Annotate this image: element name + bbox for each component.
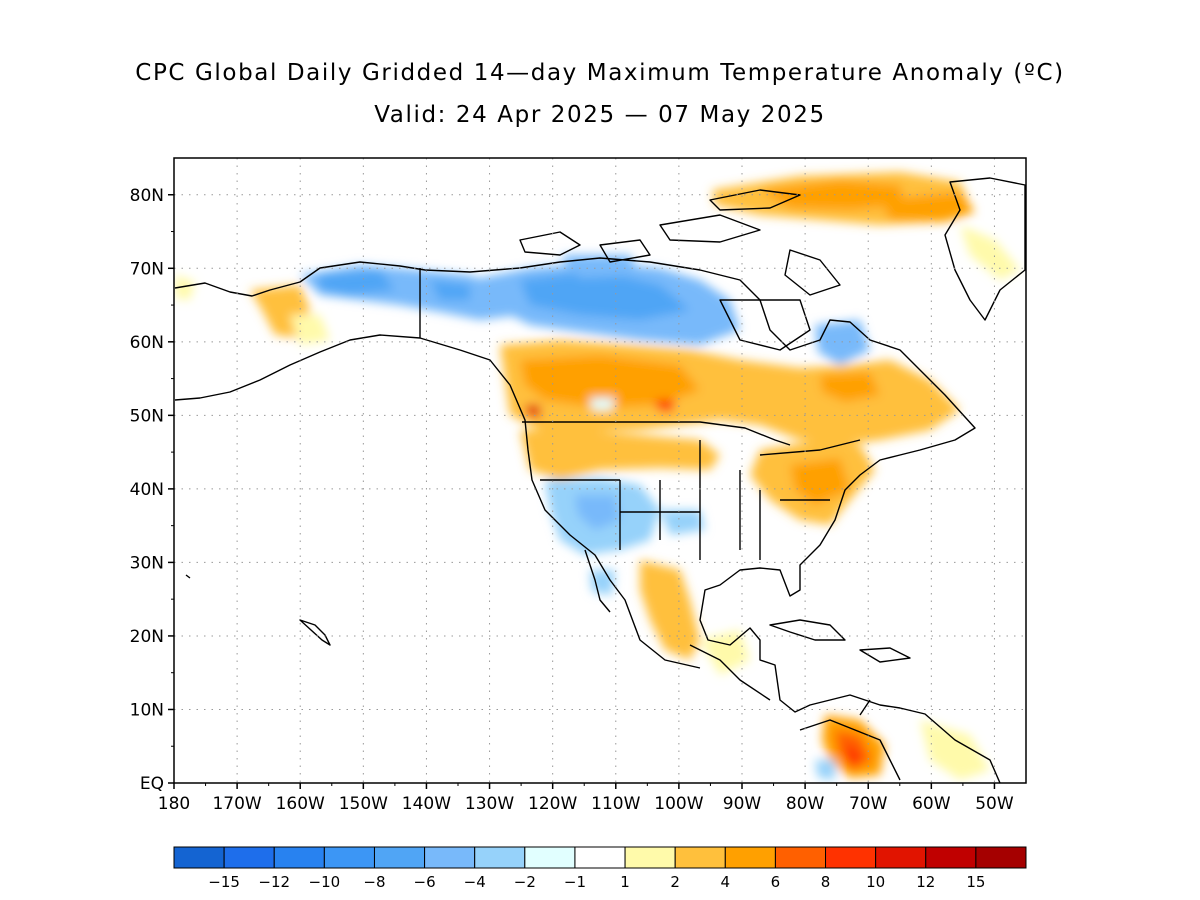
colorbar-swatch <box>273 846 325 869</box>
colorbar-label: −8 <box>363 873 385 891</box>
colorbar-label: 2 <box>670 873 680 891</box>
map-title: CPC Global Daily Gridded 14—day Maximum … <box>135 60 1065 86</box>
colorbar-label: 10 <box>866 873 885 891</box>
lon-label: 130W <box>465 794 514 814</box>
lon-label: 60W <box>912 794 951 814</box>
lon-label: 110W <box>591 794 640 814</box>
lat-label: 70N <box>130 259 164 279</box>
colorbar-swatch <box>173 846 225 869</box>
colorbar-label: 1 <box>620 873 630 891</box>
lon-label: 180 <box>158 794 190 814</box>
colorbar-swatch <box>424 846 476 869</box>
lon-label: 80W <box>786 794 825 814</box>
lon-label: 150W <box>339 794 388 814</box>
lat-label: 50N <box>130 406 164 426</box>
colorbar-label: −6 <box>414 873 436 891</box>
colorbar-swatch <box>624 846 676 869</box>
colorbar-swatch <box>925 846 977 869</box>
colorbar-swatch <box>223 846 275 869</box>
lat-label: 40N <box>130 480 164 500</box>
map-subtitle: Valid: 24 Apr 2025 — 07 May 2025 <box>374 102 826 128</box>
coastlines <box>174 177 1026 783</box>
colorbar-swatch <box>524 846 576 869</box>
colorbar-label: 12 <box>916 873 935 891</box>
colorbar-swatch <box>774 846 827 869</box>
colorbar-label: 15 <box>966 873 985 891</box>
colorbar-swatch <box>825 846 877 869</box>
lon-label: 50W <box>975 794 1014 814</box>
colorbar-label: −10 <box>309 873 341 891</box>
colorbar-swatch <box>724 846 776 869</box>
colorbar-label: −4 <box>464 873 486 891</box>
colorbar-label: 8 <box>821 873 831 891</box>
colorbar-label: −12 <box>258 873 290 891</box>
colorbar-swatch <box>674 846 726 869</box>
lat-label: 60N <box>130 333 164 353</box>
map-axes: EQ 10N 20N 30N 40N 50N 60N 70N 80N 180 170W 160W 150… <box>130 186 1014 814</box>
lon-label: 170W <box>212 794 261 814</box>
colorbar-label: −2 <box>514 873 536 891</box>
graticule <box>174 158 1026 783</box>
lon-label: 70W <box>849 794 888 814</box>
colorbar-label: 4 <box>721 873 731 891</box>
lon-label: 120W <box>528 794 577 814</box>
lat-label: EQ <box>140 774 164 794</box>
lat-label: 10N <box>130 700 164 720</box>
colorbar: −15 −12 −10 −8 −6 −4 −2 −1 1 2 4 6 8 10 12 15 <box>173 846 1027 891</box>
colorbar-swatch <box>875 846 927 869</box>
map-frame <box>173 157 1027 784</box>
colorbar-swatch <box>975 846 1027 869</box>
colorbar-label: −15 <box>208 873 240 891</box>
colorbar-swatch <box>574 846 626 869</box>
anomaly-shading <box>175 172 1020 780</box>
colorbar-label: 6 <box>771 873 781 891</box>
lon-label: 90W <box>723 794 762 814</box>
colorbar-swatch <box>474 846 526 869</box>
colorbar-swatch <box>323 846 375 869</box>
lon-label: 160W <box>276 794 325 814</box>
lon-label: 140W <box>402 794 451 814</box>
lat-label: 20N <box>130 627 164 647</box>
colorbar-swatch <box>373 846 426 869</box>
lon-label: 100W <box>654 794 703 814</box>
lat-label: 30N <box>130 553 164 573</box>
colorbar-label: −1 <box>564 873 586 891</box>
lat-label: 80N <box>130 186 164 206</box>
